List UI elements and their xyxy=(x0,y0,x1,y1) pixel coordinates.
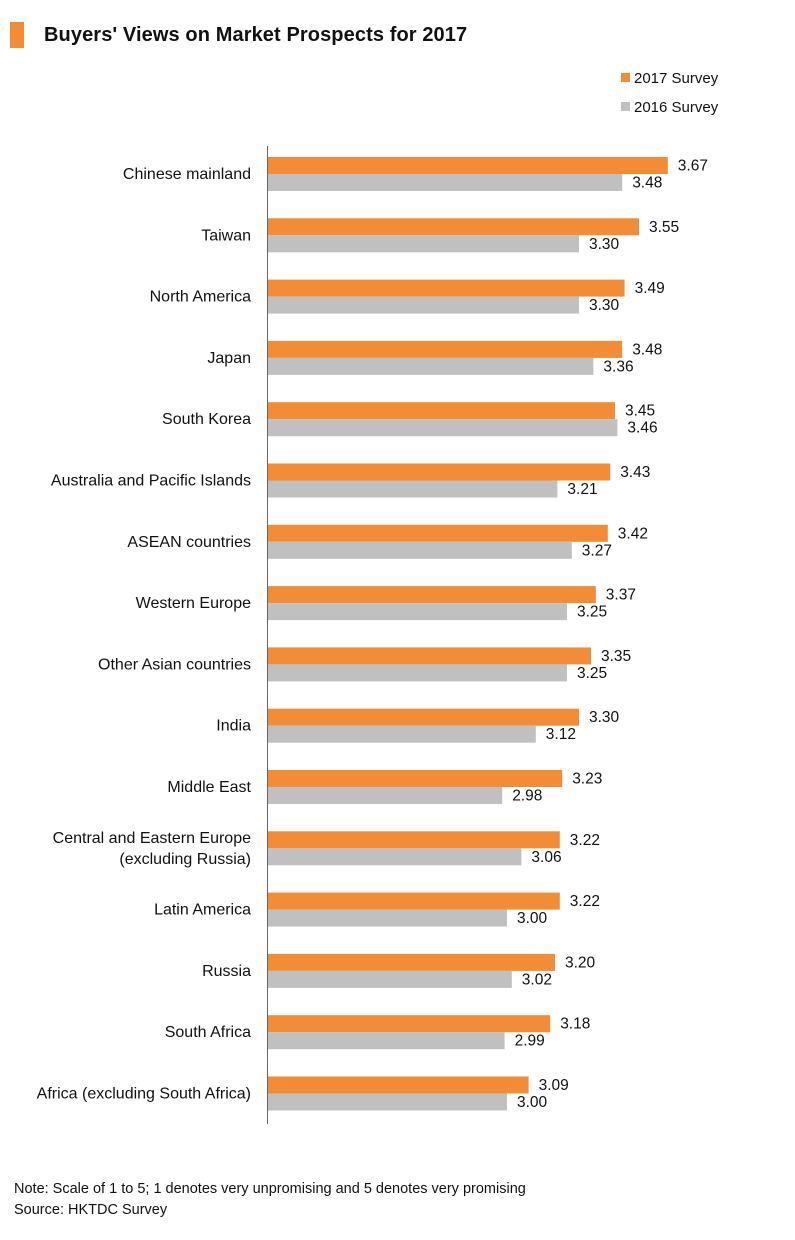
bar-2017-survey-chinese-mainland xyxy=(267,157,668,174)
chart-source: Source: HKTDC Survey xyxy=(14,1202,168,1218)
bar-2017-survey-south-africa xyxy=(267,1015,551,1033)
value-label-2016-survey-asean-countries: 3.27 xyxy=(582,542,612,559)
category-label-taiwan: Taiwan xyxy=(201,227,251,244)
bar-2016-survey-india xyxy=(267,725,536,743)
bar-2017-survey-western-europe xyxy=(267,586,596,604)
bar-2016-survey-africa-excluding-south-africa xyxy=(267,1093,507,1111)
bar-2016-survey-south-africa xyxy=(267,1032,505,1050)
value-label-2017-survey-africa-excluding-south-africa: 3.09 xyxy=(539,1077,569,1094)
value-label-2016-survey-south-korea: 3.46 xyxy=(627,420,657,437)
category-label-chinese-mainland: Chinese mainland xyxy=(123,166,251,183)
category-label-north-america: North America xyxy=(150,289,251,306)
value-label-2017-survey-other-asian-countries: 3.35 xyxy=(601,648,631,665)
bar-chart: 2017 Survey 2016 Survey 3.67 3.48 Chinese ma… xyxy=(37,70,719,1124)
bar-2017-survey-north-america xyxy=(267,279,625,297)
value-label-2017-survey-russia: 3.20 xyxy=(565,954,596,971)
category-label-japan: Japan xyxy=(207,350,251,367)
value-label-2016-survey-south-africa: 2.99 xyxy=(515,1033,545,1050)
chart-title: Buyers' Views on Market Prospects for 20… xyxy=(44,23,468,46)
value-label-2016-survey-middle-east: 2.98 xyxy=(512,788,542,805)
bar-2017-survey-japan xyxy=(267,340,623,358)
chart-note: Note: Scale of 1 to 5; 1 denotes very un… xyxy=(14,1181,526,1197)
bar-2016-survey-central-and-eastern-europe-excluding-russia xyxy=(267,848,522,866)
title-accent-marker xyxy=(10,22,24,48)
bar-2017-survey-latin-america xyxy=(267,892,560,910)
category-label-western-europe: Western Europe xyxy=(136,595,251,612)
value-label-2016-survey-india: 3.12 xyxy=(546,726,576,743)
bar-2016-survey-asean-countries xyxy=(267,541,572,559)
bar-2016-survey-japan xyxy=(267,357,594,375)
bar-2017-survey-india xyxy=(267,708,579,726)
value-label-2017-survey-western-europe: 3.37 xyxy=(606,587,636,604)
bar-2016-survey-western-europe xyxy=(267,603,567,621)
value-label-2016-survey-western-europe: 3.25 xyxy=(577,604,607,621)
category-label-south-africa: South Africa xyxy=(165,1024,251,1041)
bar-2016-survey-other-asian-countries xyxy=(267,664,567,682)
bar-2017-survey-middle-east xyxy=(267,770,563,787)
category-label-india: India xyxy=(216,718,251,735)
bar-2017-survey-south-korea xyxy=(267,402,615,420)
bar-2017-survey-australia-and-pacific-islands xyxy=(267,463,611,481)
chart-footer: Note: Scale of 1 to 5; 1 denotes very un… xyxy=(14,1179,526,1221)
value-label-2017-survey-latin-america: 3.22 xyxy=(570,893,600,910)
bar-2017-survey-russia xyxy=(267,953,555,971)
bar-2017-survey-taiwan xyxy=(267,218,639,236)
category-label-middle-east: Middle East xyxy=(167,779,251,796)
legend-swatch-2016-survey xyxy=(621,102,630,111)
value-label-2017-survey-south-korea: 3.45 xyxy=(625,403,655,420)
legend-swatch-2017-survey xyxy=(621,73,630,82)
value-label-2016-survey-chinese-mainland: 3.48 xyxy=(632,175,662,192)
category-label-other-asian-countries: Other Asian countries xyxy=(98,656,251,673)
bar-2016-survey-middle-east xyxy=(267,787,503,804)
legend-label-2017-survey: 2017 Survey xyxy=(634,70,719,87)
value-label-2016-survey-australia-and-pacific-islands: 3.21 xyxy=(567,481,597,498)
value-label-2016-survey-japan: 3.36 xyxy=(603,358,633,375)
bar-2017-survey-central-and-eastern-europe-excluding-russia xyxy=(267,831,560,849)
bar-2016-survey-australia-and-pacific-islands xyxy=(267,480,558,498)
value-label-2017-survey-japan: 3.48 xyxy=(632,341,662,358)
bar-2017-survey-asean-countries xyxy=(267,524,608,542)
value-label-2016-survey-other-asian-countries: 3.25 xyxy=(577,665,607,682)
value-label-2016-survey-latin-america: 3.00 xyxy=(517,910,548,927)
value-label-2016-survey-north-america: 3.30 xyxy=(589,297,620,314)
value-label-2016-survey-central-and-eastern-europe-excluding-russia: 3.06 xyxy=(531,849,561,866)
category-label-australia-and-pacific-islands: Australia and Pacific Islands xyxy=(51,473,251,490)
category-label-central-and-eastern-europe-excluding-russia-line-1: Central and Eastern Europe xyxy=(53,830,251,847)
value-label-2017-survey-central-and-eastern-europe-excluding-russia: 3.22 xyxy=(570,832,600,849)
value-label-2016-survey-taiwan: 3.30 xyxy=(589,236,620,253)
value-label-2016-survey-africa-excluding-south-africa: 3.00 xyxy=(517,1094,548,1111)
bar-2017-survey-other-asian-countries xyxy=(267,647,591,665)
bar-2016-survey-chinese-mainland xyxy=(267,174,623,191)
bar-2016-survey-taiwan xyxy=(267,235,579,253)
title-block: Buyers' Views on Market Prospects for 20… xyxy=(10,22,467,48)
category-label-russia: Russia xyxy=(202,963,251,980)
category-label-south-korea: South Korea xyxy=(162,411,251,428)
value-label-2017-survey-australia-and-pacific-islands: 3.43 xyxy=(620,464,650,481)
bar-2016-survey-south-korea xyxy=(267,419,618,437)
bar-2017-survey-africa-excluding-south-africa xyxy=(267,1076,529,1094)
value-label-2016-survey-russia: 3.02 xyxy=(522,971,552,988)
value-label-2017-survey-north-america: 3.49 xyxy=(635,280,665,297)
bar-2016-survey-russia xyxy=(267,970,512,988)
value-label-2017-survey-middle-east: 3.23 xyxy=(572,771,602,788)
value-label-2017-survey-south-africa: 3.18 xyxy=(560,1016,590,1033)
bar-2016-survey-north-america xyxy=(267,296,579,314)
category-label-asean-countries: ASEAN countries xyxy=(127,534,251,551)
value-label-2017-survey-asean-countries: 3.42 xyxy=(618,525,648,542)
category-label-central-and-eastern-europe-excluding-russia-line-2: (excluding Russia) xyxy=(119,851,251,868)
legend-label-2016-survey: 2016 Survey xyxy=(634,99,719,116)
value-label-2017-survey-taiwan: 3.55 xyxy=(649,219,679,236)
value-label-2017-survey-chinese-mainland: 3.67 xyxy=(678,158,708,175)
bar-2016-survey-latin-america xyxy=(267,909,507,927)
value-label-2017-survey-india: 3.30 xyxy=(589,709,620,726)
category-label-africa-excluding-south-africa: Africa (excluding South Africa) xyxy=(37,1086,251,1103)
category-label-latin-america: Latin America xyxy=(154,902,251,919)
